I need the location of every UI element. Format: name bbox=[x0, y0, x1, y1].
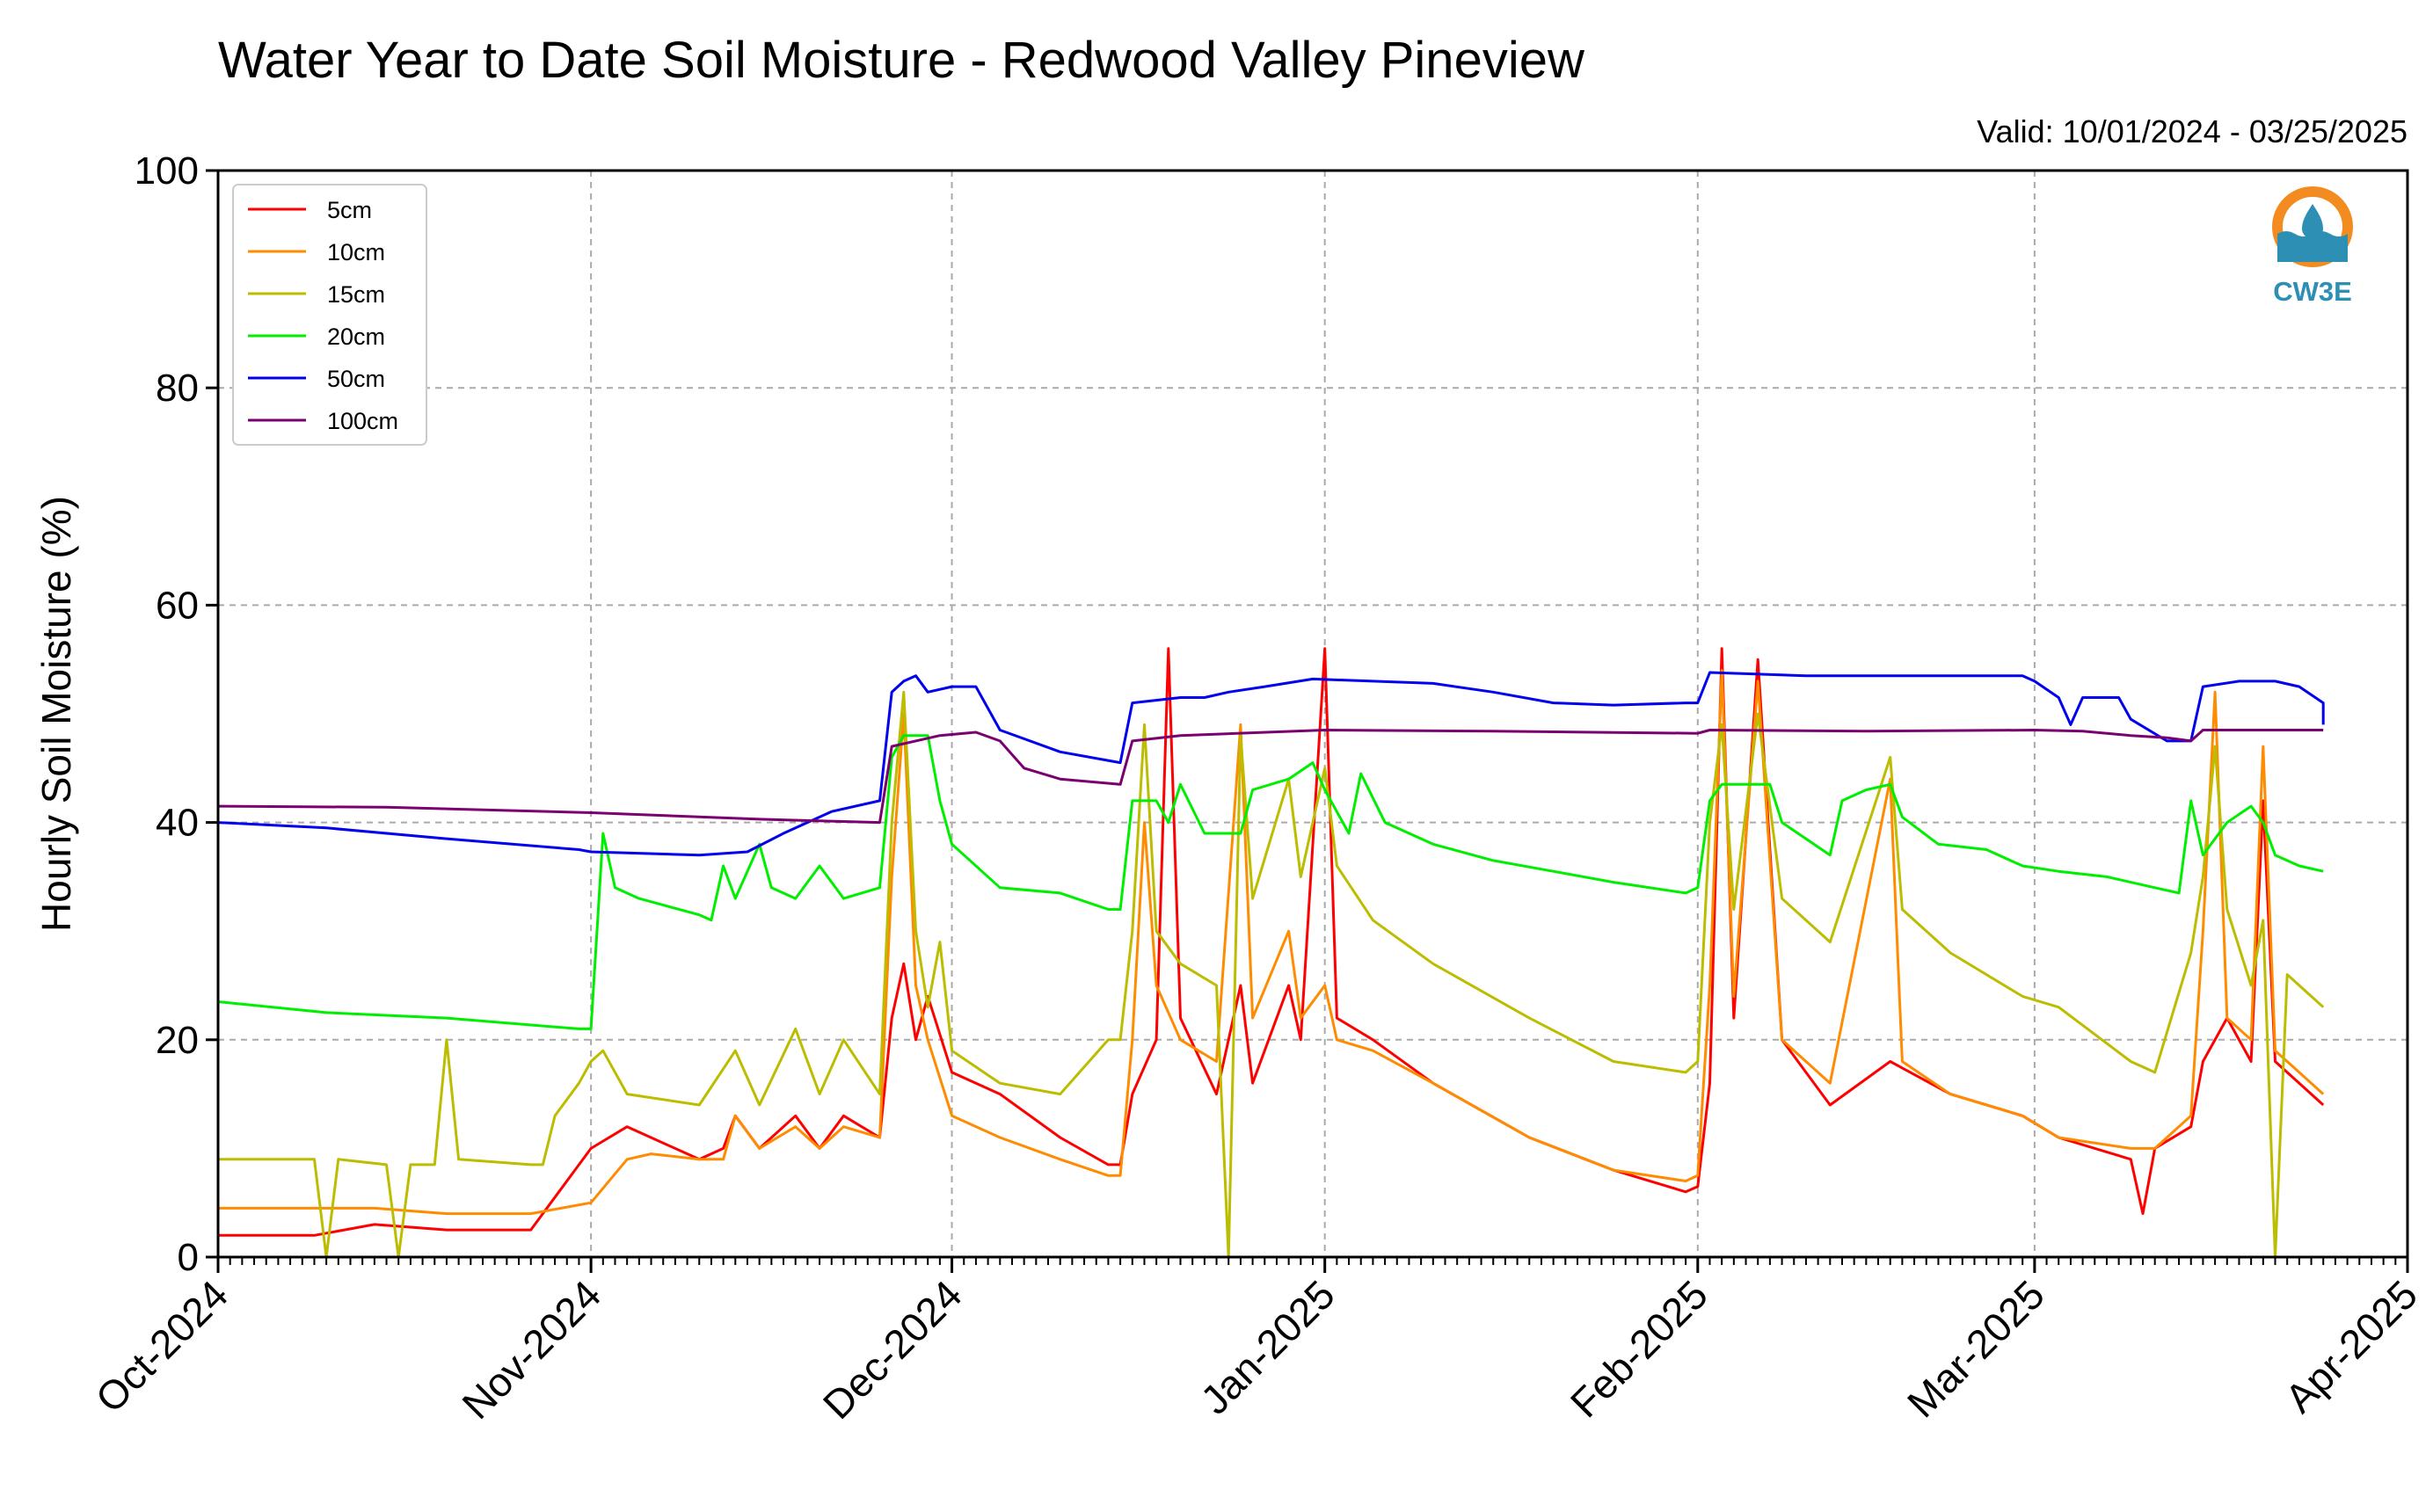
legend-label-5cm: 5cm bbox=[327, 197, 372, 223]
x-tick-label: Oct-2024 bbox=[87, 1271, 237, 1421]
logo-text: CW3E bbox=[2273, 276, 2352, 307]
x-tick-label: Mar-2025 bbox=[1898, 1271, 2053, 1426]
series-line-100cm bbox=[217, 729, 2324, 825]
y-tick-label: 100 bbox=[135, 149, 199, 193]
series-line-50cm bbox=[217, 671, 2325, 857]
chart-subtitle: Valid: 10/01/2024 - 03/25/2025 bbox=[1977, 113, 2408, 149]
legend-box bbox=[232, 184, 427, 446]
logo-waves-icon bbox=[2277, 231, 2348, 262]
y-axis-label: Hourly Soil Moisture (%) bbox=[33, 496, 79, 932]
series-line-20cm bbox=[217, 734, 2324, 1030]
chart-title: Water Year to Date Soil Moisture - Redwo… bbox=[218, 32, 1585, 89]
series-line-10cm bbox=[218, 669, 2325, 1216]
legend-label-50cm: 50cm bbox=[327, 366, 385, 392]
x-tick-label: Apr-2025 bbox=[2276, 1271, 2426, 1421]
x-tick-label: Nov-2024 bbox=[453, 1271, 609, 1428]
grid bbox=[218, 171, 2408, 1257]
y-axis: 0 20 40 60 80 100 bbox=[135, 149, 218, 1279]
cw3e-logo: CW3E bbox=[2272, 186, 2353, 307]
series-line-5cm bbox=[218, 647, 2325, 1237]
y-tick-label: 60 bbox=[156, 584, 199, 627]
legend-label-100cm: 100cm bbox=[327, 408, 398, 434]
legend: 5cm 10cm 15cm 20cm 50cm 100cm bbox=[232, 184, 427, 446]
x-tick-label: Dec-2024 bbox=[814, 1271, 971, 1428]
series-line-15cm bbox=[218, 690, 2325, 1259]
plot-lines bbox=[217, 647, 2325, 1259]
legend-label-15cm: 15cm bbox=[327, 281, 385, 308]
y-tick-label: 0 bbox=[178, 1236, 199, 1279]
x-tick-label: Feb-2025 bbox=[1562, 1271, 1716, 1426]
logo-drop-icon bbox=[2302, 204, 2323, 239]
y-tick-label: 40 bbox=[156, 802, 199, 845]
plot-frame bbox=[216, 169, 2409, 1259]
y-tick-label: 20 bbox=[156, 1019, 199, 1062]
x-axis: Oct-2024 Nov-2024 Dec-2024 Jan-2025 Feb-2025… bbox=[87, 1257, 2426, 1428]
legend-label-10cm: 10cm bbox=[327, 239, 385, 265]
legend-label-20cm: 20cm bbox=[327, 323, 385, 350]
y-tick-label: 80 bbox=[156, 367, 199, 410]
x-tick-label: Jan-2025 bbox=[1191, 1271, 1343, 1422]
